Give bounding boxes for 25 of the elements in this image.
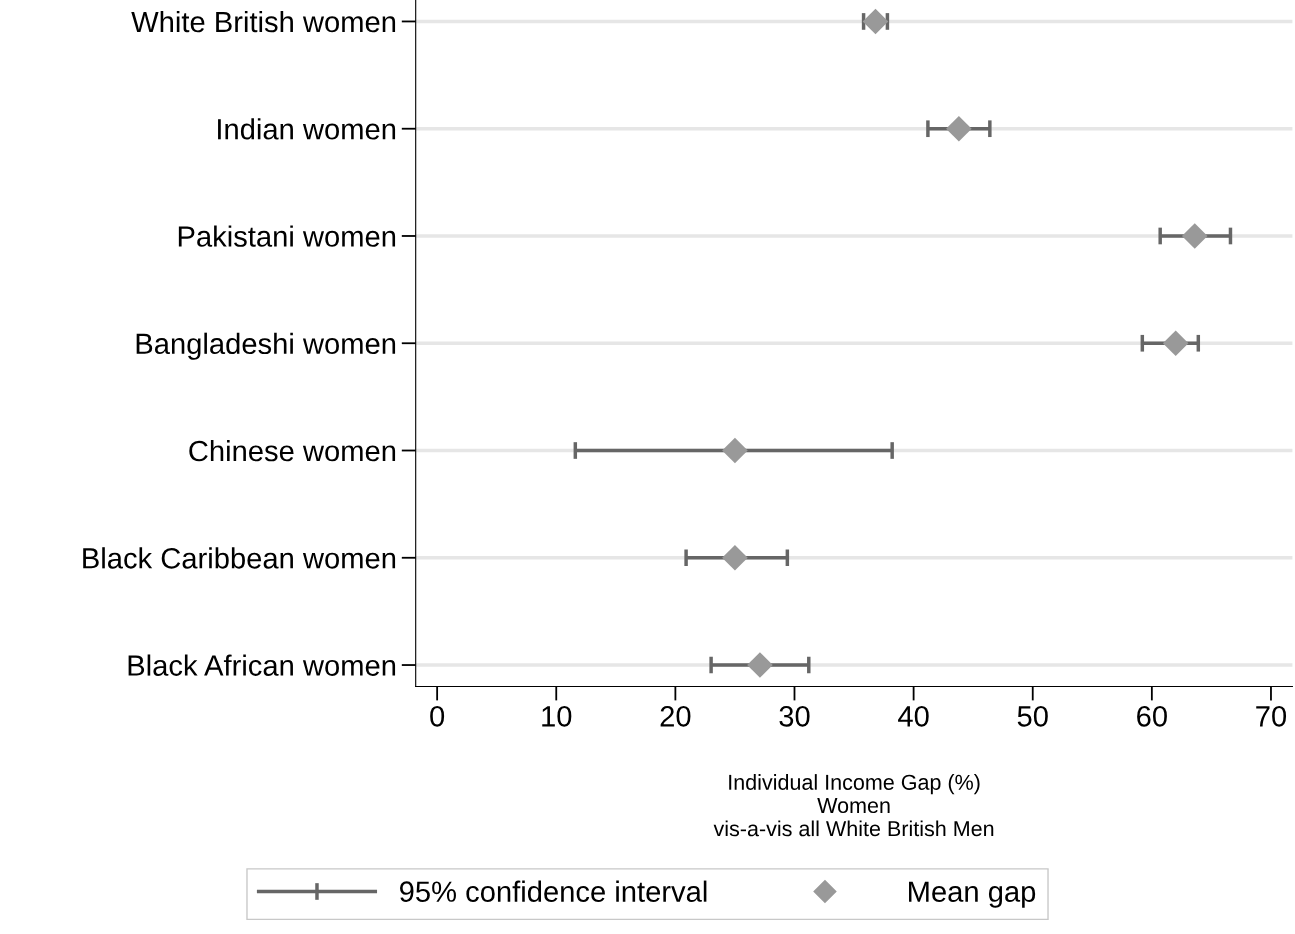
y-tick-label: Indian women <box>218 118 396 140</box>
text: 95% confidence interval <box>400 880 707 902</box>
y-tick-label: Black African women <box>128 654 396 676</box>
x-tick-label: 60 <box>1137 706 1167 727</box>
x-tick-label: 10 <box>542 706 572 727</box>
x-tick-label: 0 <box>430 706 445 727</box>
x-tick-label: 30 <box>779 706 810 727</box>
point <box>1162 330 1189 357</box>
text: Mean gap <box>909 881 1036 908</box>
x-tick-label: 70 <box>1256 706 1287 727</box>
point <box>722 544 748 571</box>
point <box>946 115 972 142</box>
point <box>1181 223 1208 249</box>
y-tick-label: Pakistani women <box>178 225 396 247</box>
x-tick-label: 20 <box>660 706 691 727</box>
x-axis-title: Individual Income Gap (%) Women vis-a-vis all White British Men <box>713 774 994 837</box>
y-tick-label: White British women <box>131 10 396 33</box>
y-tick-label: Black Caribbean women <box>83 547 396 569</box>
point <box>722 437 748 464</box>
point <box>747 652 773 678</box>
x-tick-label: 50 <box>1017 706 1048 727</box>
point <box>862 8 889 35</box>
x-tick-label: 40 <box>898 706 929 727</box>
y-tick-label: Bangladeshi women <box>136 332 396 360</box>
y-tick-label: Chinese women <box>189 439 396 462</box>
